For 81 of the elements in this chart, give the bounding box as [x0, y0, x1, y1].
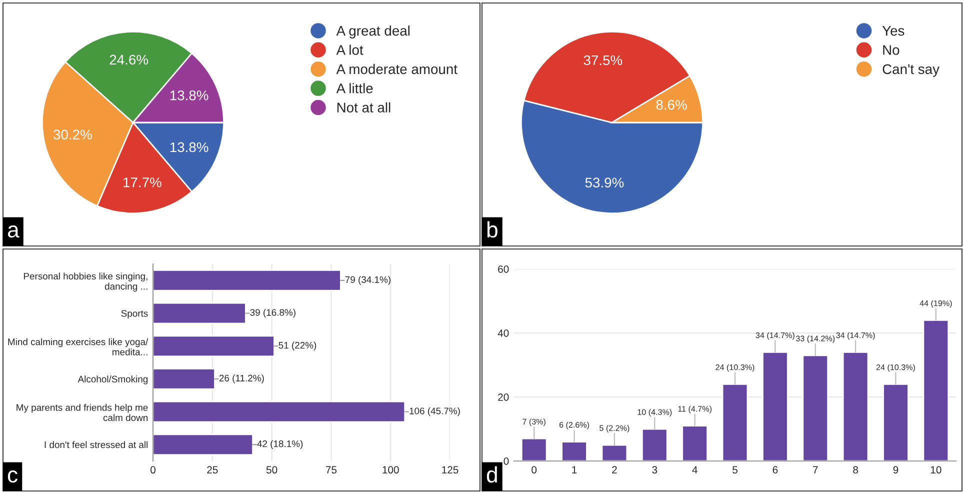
data-label: 53.9% [585, 178, 624, 188]
data-label: 42 (18.1%) [257, 440, 303, 449]
data-label: 106 (45.7%) [410, 407, 460, 416]
text: c [8, 470, 18, 483]
bar [922, 320, 950, 461]
y-tick-label: Mind calming exercises like yoga/ medita... [8, 338, 148, 356]
x-tick-label: 2 [612, 466, 617, 474]
data-label: 24 (10.3%) [716, 364, 754, 372]
data-label: 13.8% [170, 90, 208, 100]
data-label: 7 (3%) [522, 418, 546, 426]
x-tick-label: 6 [772, 466, 778, 474]
x-tick-label: 5 [732, 466, 738, 474]
x-tick-label: 7 [813, 466, 818, 474]
legend-label: A lot [336, 44, 364, 55]
bar [762, 352, 788, 461]
data-label: 17.7% [124, 178, 162, 188]
bar [722, 384, 748, 461]
x-tick-label: 1 [572, 466, 577, 474]
data-label: 10 (4.3%) [638, 409, 672, 417]
data-label: 34 (14.7%) [836, 332, 875, 340]
legend-label: Yes [882, 26, 904, 36]
data-label: 51 (22%) [278, 342, 316, 350]
data-label: 34 (14.7%) [756, 332, 794, 340]
x-tick-label: 100 [382, 466, 399, 474]
x-tick-label: 25 [207, 466, 218, 474]
legend-label: A moderate amount [336, 64, 458, 74]
bar [153, 368, 216, 390]
data-label: 24 (10.3%) [876, 364, 915, 372]
x-tick-label: 0 [150, 466, 156, 474]
bar [153, 335, 275, 357]
data-label: 30.2% [54, 130, 92, 140]
legend-label: Not at all [337, 102, 390, 112]
y-tick-label: 20 [498, 394, 509, 401]
x-tick-label: 9 [893, 466, 898, 474]
bar [153, 270, 342, 292]
bar [520, 438, 548, 461]
x-tick-label: 50 [266, 466, 278, 474]
data-label: 24.6% [110, 54, 148, 65]
y-tick-label: 0 [504, 458, 509, 465]
bar [601, 444, 628, 461]
y-tick-label: 40 [498, 330, 509, 337]
bar [882, 384, 909, 461]
legend-label: No [883, 45, 900, 55]
data-label: 37.5% [584, 55, 622, 66]
y-tick-label: Sports [121, 310, 148, 319]
bar [153, 302, 246, 324]
x-tick-label: 8 [853, 466, 858, 474]
x-tick-label: 75 [326, 466, 337, 474]
data-label: 6 (2.6%) [559, 422, 589, 430]
x-tick-label: 10 [930, 466, 942, 474]
bar [641, 428, 668, 461]
y-tick-label: I don't feel stressed at all [44, 441, 148, 448]
legend-label: Can't say [882, 64, 940, 77]
y-tick-label: Personal hobbies like singing, dancing ... [24, 272, 148, 292]
data-label: 39 (16.8%) [250, 308, 296, 318]
data-label: 8.6% [656, 100, 687, 110]
legend-label: A little [336, 83, 373, 94]
data-label: 11 (4.7%) [678, 406, 712, 414]
text: d [486, 466, 497, 483]
bar [153, 434, 254, 456]
data-label: 5 (2.2%) [600, 425, 630, 433]
data-label: 13.8% [170, 142, 208, 152]
text: a [8, 225, 20, 238]
data-label: 26 (11.2%) [219, 374, 264, 384]
text: b [487, 221, 498, 238]
x-tick-label: 0 [532, 466, 537, 474]
x-tick-label: 125 [442, 466, 458, 474]
data-label: 79 (34.1%) [345, 276, 390, 285]
y-tick-label: Alcohol/Smoking [78, 375, 148, 384]
bar [682, 425, 708, 461]
data-label: 44 (19%) [920, 300, 952, 308]
bar [561, 441, 588, 461]
bar [153, 400, 406, 423]
y-tick-label: My parents and friends help me calm down [16, 404, 148, 422]
legend-label: A great deal [336, 26, 410, 38]
x-tick-label: 3 [652, 466, 658, 474]
x-tick-label: 4 [692, 466, 698, 474]
y-tick-label: 60 [498, 266, 509, 273]
data-label: 33 (14.2%) [796, 335, 835, 343]
bar [842, 352, 869, 461]
bar [802, 354, 829, 461]
